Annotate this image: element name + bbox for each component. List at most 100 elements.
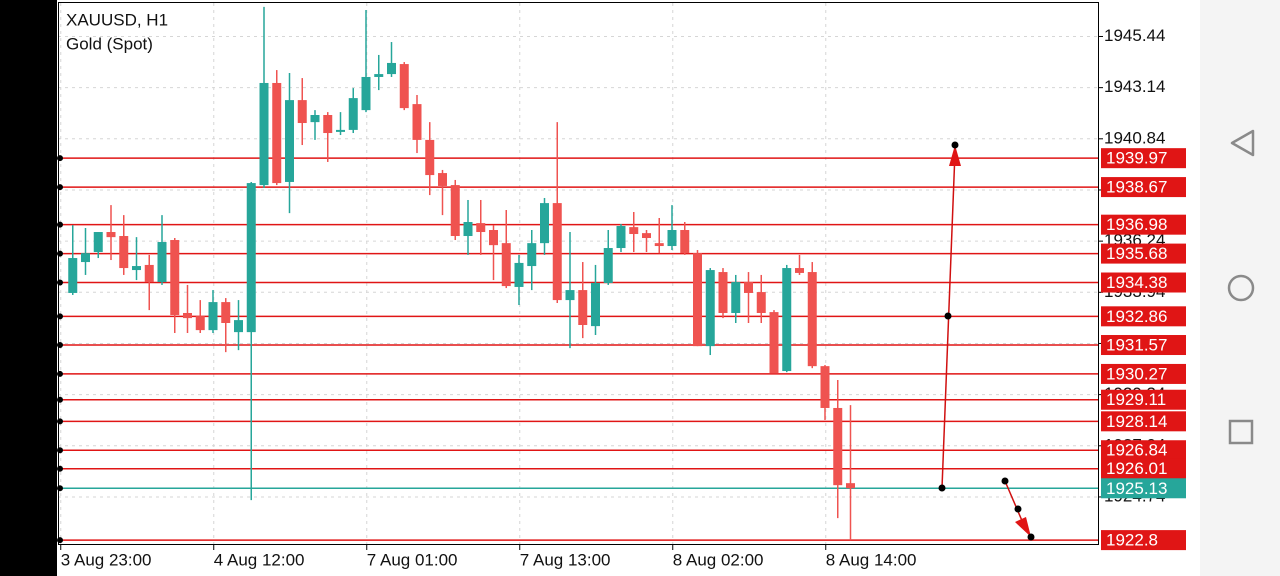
level-anchor [57,465,63,472]
level-line-label: 1936.98 [1106,215,1167,234]
level-line-label: 1928.14 [1106,412,1167,431]
candle-body [119,236,129,269]
candle-body [705,270,715,347]
back-button[interactable] [1230,129,1255,157]
level-line-box [1101,389,1186,410]
candle-body [81,253,90,263]
candle-body [387,62,396,75]
level-anchor [57,184,63,191]
candle-body [501,243,511,287]
candle-body [578,290,588,325]
level-line-box [1101,214,1186,235]
candle-body [157,242,167,283]
candle-body [795,268,804,273]
x-tick-label: 7 Aug 13:00 [520,550,611,569]
grid [58,3,1098,545]
level-line-label: 1926.01 [1106,459,1167,478]
level-line-box [1101,363,1186,384]
candle-body [527,243,537,267]
level-line-label: 1930.27 [1106,364,1167,383]
candle-body [603,248,613,283]
candle-body [693,253,702,347]
candle-body [285,100,294,182]
anchor-dot [1001,477,1009,485]
candle-body [450,185,460,237]
level-line-box [1101,272,1186,293]
level-line-box [1101,335,1186,356]
candle-body [221,302,231,323]
levels [57,155,1098,544]
price-axis: 1945.441943.141940.841938.541936.241933.… [60,26,1186,569]
candle-body [438,173,447,186]
candle-body [552,203,562,301]
candle-body [565,290,575,301]
level-line-box [1101,411,1186,432]
candle-body [310,115,320,123]
level-line-box [1101,440,1186,461]
current-price-line-label: 1925.13 [1106,479,1167,498]
level-anchor [57,418,63,425]
left-bar [0,0,57,576]
candle-body [680,230,690,254]
x-tick-label: 7 Aug 01:00 [367,550,458,569]
candle-body [629,227,639,235]
trend-arrow-up [941,151,956,489]
candle-body [833,407,843,486]
candle-body [361,76,371,111]
candle-body [93,232,103,253]
anchor-dot [1027,533,1035,541]
level-line-label: 1932.86 [1106,307,1167,326]
x-tick-label: 4 Aug 12:00 [214,550,305,569]
candle-body [259,82,269,186]
home-button[interactable] [1227,274,1255,302]
level-anchor [57,537,63,544]
candle-body [170,240,180,315]
level-line-label: 1931.57 [1106,336,1167,355]
candle-body [399,64,409,109]
recents-button[interactable] [1228,419,1254,445]
level-line-box [1101,458,1186,479]
candle-body [756,292,766,313]
x-tick-label: 8 Aug 14:00 [826,550,917,569]
anchor-dot [944,312,952,320]
level-line-label: 1922.8 [1106,531,1158,550]
y-tick-label: 1945.44 [1104,26,1165,45]
candles [68,6,855,541]
anchor-dot [938,484,946,492]
level-line-label: 1926.84 [1106,441,1167,460]
level-line-label: 1939.97 [1106,149,1167,168]
x-tick-label: 3 Aug 23:00 [61,550,152,569]
drawings [938,141,1035,541]
chart-subtitle: Gold (Spot) [66,34,153,53]
level-line-box [1101,177,1186,198]
candle-body [323,115,333,134]
level-anchor [57,370,63,377]
anchor-dot [951,141,959,149]
level-anchor [57,447,63,454]
candle-body [654,243,664,247]
level-anchor [57,279,63,286]
candle-body [463,222,473,237]
y-tick-label: 1940.84 [1104,128,1165,147]
level-line-box [1101,243,1186,264]
candle-body [208,302,218,331]
candle-body [514,262,524,287]
level-anchor [57,250,63,257]
level-line-box [1101,530,1186,551]
candle-body [489,230,498,246]
candle-body [106,232,116,238]
level-anchor [57,485,63,492]
candle-body [807,272,817,367]
arrow-head [949,145,961,166]
nav-bar [1200,0,1280,576]
level-line-box [1101,306,1186,327]
candle-body [272,82,282,184]
candle-body [195,316,205,331]
candle-body [234,320,243,333]
candle-body [731,282,741,313]
candle-body [820,366,830,408]
level-line-label: 1929.11 [1106,390,1166,409]
candle-body [540,203,549,244]
candle-body [68,258,78,293]
candle-body [476,223,486,233]
